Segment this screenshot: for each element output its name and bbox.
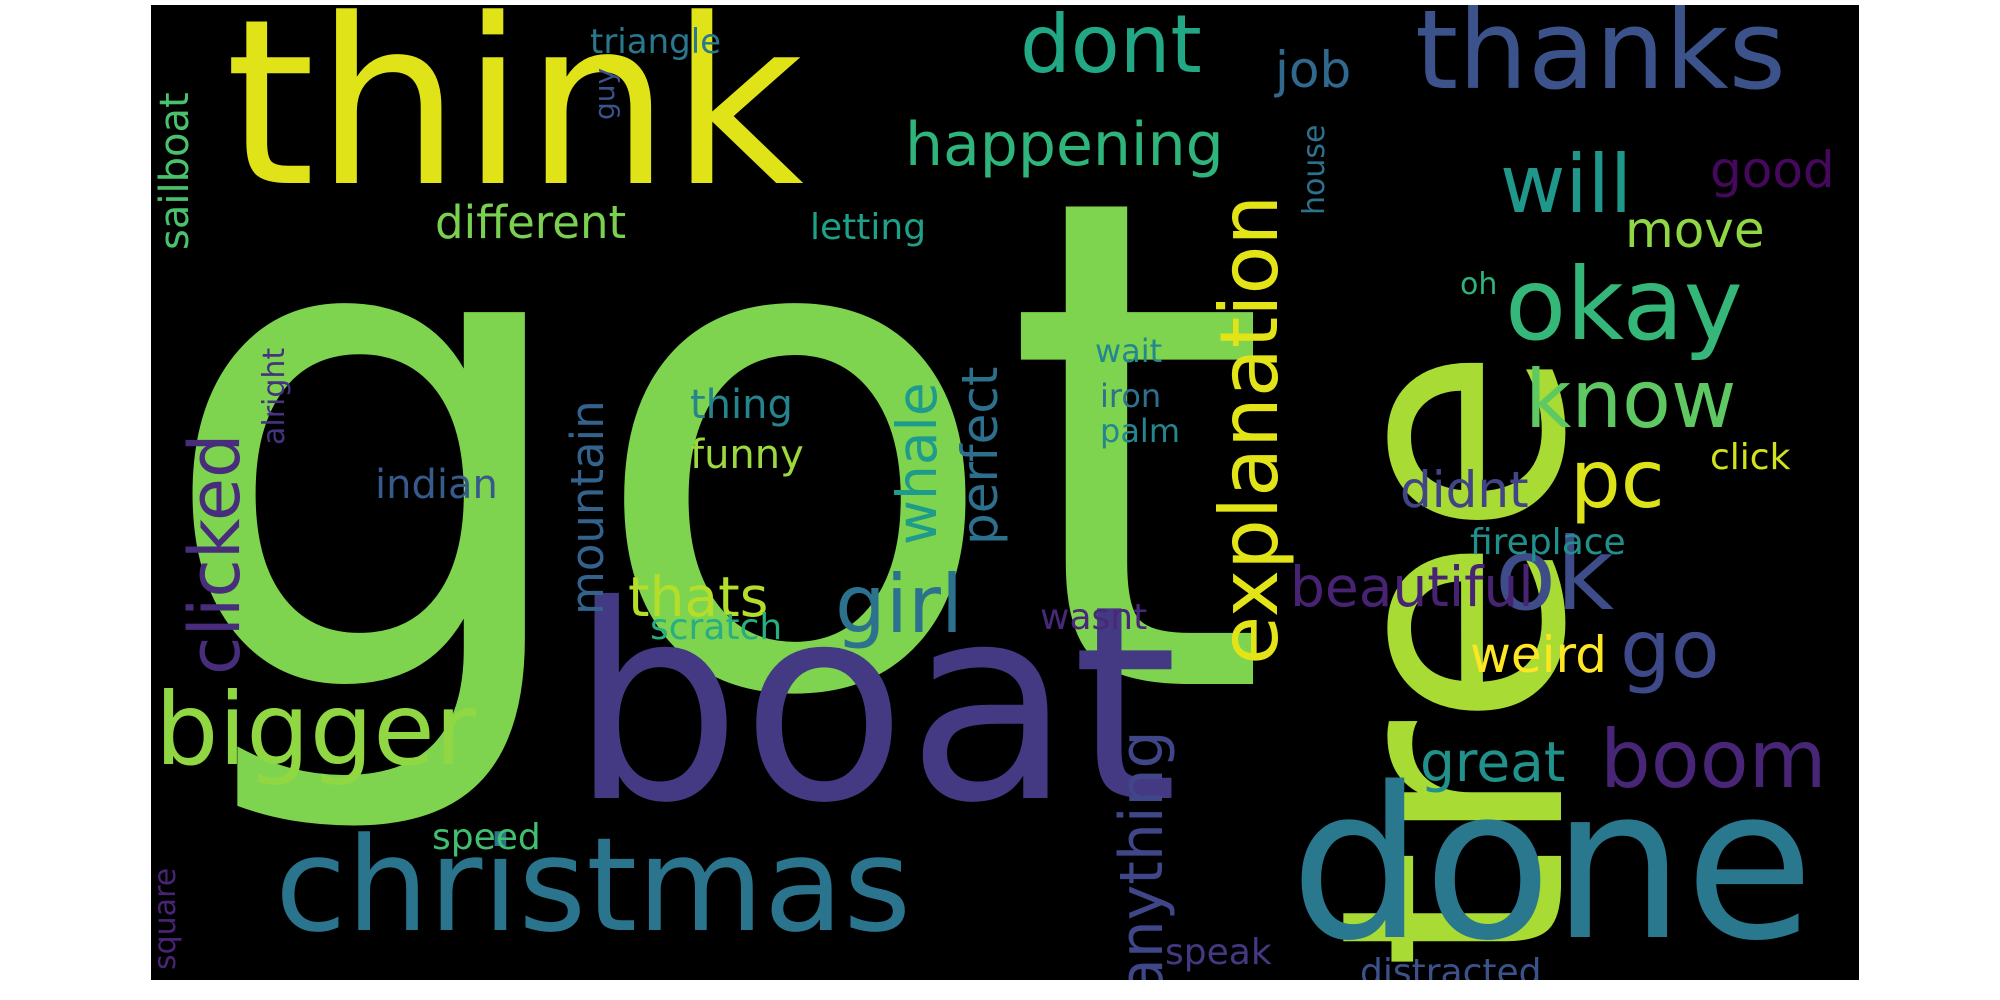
cloud-word: fireplace bbox=[1470, 522, 1626, 563]
cloud-word: didnt bbox=[1400, 461, 1529, 519]
cloud-word: dont bbox=[1020, 5, 1202, 91]
cloud-word: mountain bbox=[561, 400, 614, 615]
cloud-word: iron bbox=[1100, 377, 1162, 415]
cloud-word: perfect bbox=[951, 366, 1009, 545]
cloud-word: go bbox=[1620, 603, 1720, 696]
cloud-word: wait bbox=[1095, 332, 1163, 370]
cloud-word: beautiful bbox=[1290, 555, 1534, 619]
cloud-word: distracted bbox=[1360, 952, 1542, 981]
cloud-word: palm bbox=[1100, 412, 1180, 450]
cloud-word: whale bbox=[885, 382, 949, 545]
cloud-word: alright bbox=[257, 347, 292, 445]
cloud-word: scratch bbox=[650, 607, 783, 648]
cloud-word: sailboat bbox=[152, 92, 198, 250]
cloud-word: wasnt bbox=[1040, 597, 1148, 638]
cloud-word: anything bbox=[1107, 730, 1177, 980]
cloud-word: move bbox=[1625, 201, 1765, 259]
cloud-word: will bbox=[1500, 138, 1633, 231]
cloud-word: triangle bbox=[590, 22, 722, 62]
cloud-word: boat bbox=[570, 547, 1178, 862]
cloud-word: oh bbox=[1460, 267, 1498, 302]
cloud-word: bigger bbox=[155, 671, 476, 788]
cloud-word: thats bbox=[628, 565, 769, 629]
cloud-word: thing bbox=[690, 382, 793, 428]
cloud-word: know bbox=[1525, 353, 1737, 446]
cloud-word: happening bbox=[905, 110, 1224, 180]
cloud-word: click bbox=[1710, 437, 1791, 478]
cloud-word: pc bbox=[1570, 433, 1665, 526]
cloud-word: weird bbox=[1470, 626, 1607, 684]
cloud-word: square bbox=[151, 867, 183, 970]
cloud-word: okay bbox=[1505, 246, 1743, 363]
cloud-word: ok bbox=[1495, 516, 1615, 633]
cloud-word: speak bbox=[1165, 932, 1272, 973]
cloud-word: girl bbox=[835, 558, 964, 651]
cloud-word: think bbox=[225, 5, 804, 238]
cloud-word: got bbox=[155, 54, 1270, 845]
word-cloud: got boat tree think done christmas thanks bigge… bbox=[151, 5, 1859, 980]
cloud-word: indian bbox=[375, 462, 498, 508]
cloud-word: great bbox=[1420, 730, 1566, 794]
cloud-word: good bbox=[1710, 141, 1835, 199]
cloud-word: christmas bbox=[275, 809, 912, 961]
cloud-word: different bbox=[435, 196, 627, 249]
cloud-word: house bbox=[1297, 124, 1332, 215]
cloud-word: funny bbox=[690, 432, 804, 478]
cloud-word: explanation bbox=[1203, 194, 1296, 665]
cloud-word: guy bbox=[588, 67, 621, 120]
cloud-word: speed bbox=[432, 817, 541, 858]
cloud-word: boom bbox=[1600, 713, 1827, 806]
cloud-word: thanks bbox=[1415, 5, 1786, 114]
cloud-word: done bbox=[1290, 742, 1815, 980]
cloud-word: clicked bbox=[174, 433, 256, 675]
cloud-word: job bbox=[1275, 41, 1352, 99]
cloud-word: letting bbox=[810, 207, 927, 248]
